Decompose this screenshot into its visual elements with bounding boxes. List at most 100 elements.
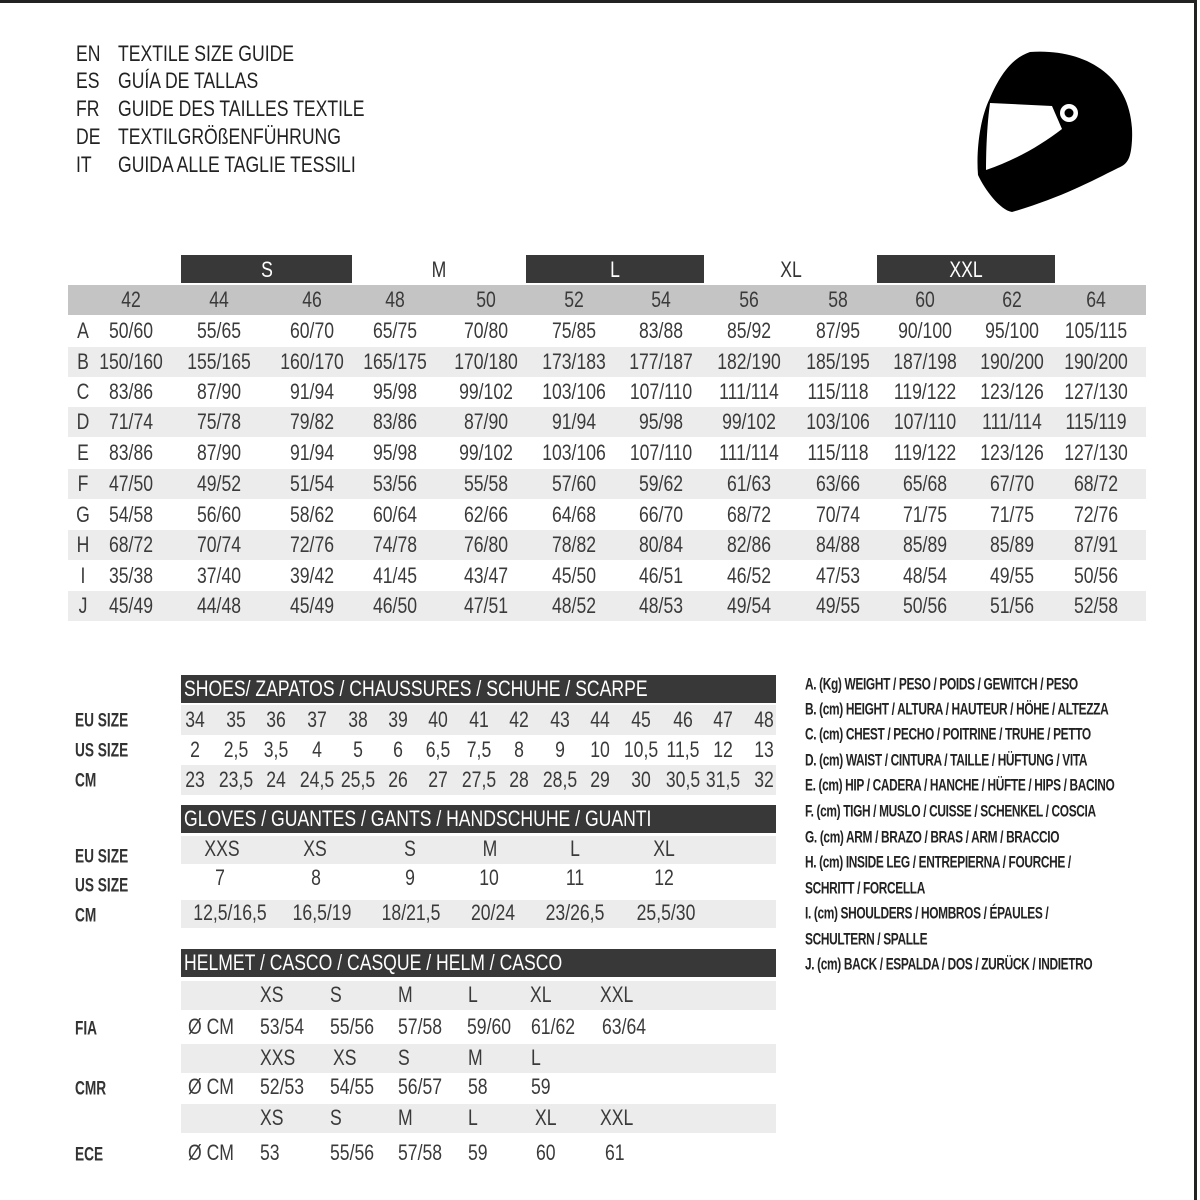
table-cell: 57/60 [551,471,597,496]
table-cell: 170/180 [454,349,518,374]
legend-line: E. (cm) HIP / CADERA / HANCHE / HÜFTE / … [805,775,1115,795]
table-cell: 66/70 [638,502,684,527]
table-cell: 64/68 [551,502,597,527]
table-cell: 68/72 [108,532,154,557]
helmet-size: XL [535,1105,557,1130]
gloves-cell: XL [653,836,675,861]
guide-title: GUIDE DES TAILLES TEXTILE [118,96,365,121]
table-cell: 47/51 [463,593,509,618]
shoes-cell: 45 [631,707,651,732]
shoes-row-label: CM [75,770,97,792]
table-row-band [68,469,1146,499]
guide-title: TEXTILGRÖßENFÜHRUNG [118,124,341,149]
shoes-cell: 4 [312,737,322,762]
shoes-cell: 31,5 [705,767,741,792]
helmet-value: 61 [605,1140,625,1165]
helmet-size: XS [333,1045,357,1070]
table-cell: 91/94 [289,440,335,465]
guide-title: TEXTILE SIZE GUIDE [118,41,295,66]
shoes-cell: 47 [713,707,733,732]
table-cell: 155/165 [187,349,251,374]
gloves-row-band [181,836,776,864]
helmet-size: L [468,982,478,1007]
shoes-row-band [181,705,776,735]
helmet-size: M [398,982,413,1007]
legend-line: I. (cm) SHOULDERS / HOMBROS / ÉPAULES / [805,903,1049,923]
table-row-band [68,407,1146,437]
helmet-value: 53/54 [260,1014,305,1039]
size-group-label: L [610,257,620,282]
table-cell: 105/115 [1064,318,1128,343]
table-cell: 70/74 [815,502,861,527]
table-cell: 47/50 [108,471,154,496]
table-cell: 83/86 [108,379,154,404]
gloves-cell: 18/21,5 [381,900,441,925]
size-number: 46 [302,287,322,312]
table-cell: 72/76 [1073,502,1119,527]
shoes-cell: 7,5 [466,737,492,762]
guide-title: GUÍA DE TALLAS [118,68,259,93]
table-cell: 55/58 [463,471,509,496]
shoes-cell: 24 [266,767,286,792]
gloves-cell: 12,5/16,5 [193,900,267,925]
table-cell: 63/66 [815,471,861,496]
helmet-size: S [330,982,342,1007]
gloves-cell: XS [303,836,327,861]
table-cell: 99/102 [459,440,513,465]
table-cell: 71/75 [989,502,1035,527]
legend-line: H. (cm) INSIDE LEG / ENTREPIERNA / FOURC… [805,852,1071,872]
shoes-cell: 43 [550,707,570,732]
size-group-band [526,255,704,283]
legend-line: SCHRITT / FORCELLA [805,878,925,898]
table-cell: 91/94 [289,379,335,404]
table-cell: 75/85 [551,318,597,343]
table-row-band [68,530,1146,560]
helmet-size: L [468,1105,478,1130]
table-cell: 79/82 [289,409,335,434]
table-cell: 67/70 [989,471,1035,496]
size-group-band [181,255,352,283]
legend-line: F. (cm) TIGH / MUSLO / CUISSE / SCHENKEL… [805,801,1096,821]
table-cell: 182/190 [717,349,781,374]
size-group-label: M [431,257,447,282]
table-cell: 83/88 [638,318,684,343]
table-cell: 56/60 [196,502,242,527]
shoes-cell: 32 [754,767,774,792]
shoes-row-band [181,765,776,795]
table-cell: 95/98 [372,440,418,465]
shoes-cell: 34 [185,707,205,732]
size-group-band [877,255,1055,283]
table-cell: 60/64 [372,502,418,527]
table-cell: 51/56 [989,593,1035,618]
table-cell: 87/90 [196,440,242,465]
size-number: 48 [385,287,405,312]
helmet-size-band [181,981,776,1010]
table-cell: 39/42 [289,563,335,588]
language-code: EN [76,41,101,66]
table-cell: 60/70 [289,318,335,343]
table-cell: 185/195 [806,349,870,374]
row-key: H [76,532,90,557]
helmet-value: 53 [260,1140,280,1165]
helmet-value: 55/56 [330,1140,375,1165]
shoes-cell: 46 [673,707,693,732]
language-code: FR [76,96,100,121]
table-cell: 50/60 [108,318,154,343]
language-code: DE [76,124,101,149]
table-cell: 41/45 [372,563,418,588]
helmet-size: M [398,1105,413,1130]
shoes-cell: 30 [631,767,651,792]
table-cell: 99/102 [459,379,513,404]
table-cell: 62/66 [463,502,509,527]
shoes-cell: 29 [590,767,610,792]
shoes-cell: 13 [754,737,774,762]
table-cell: 160/170 [280,349,344,374]
table-cell: 87/95 [815,318,861,343]
table-cell: 111/114 [719,440,779,465]
gloves-cell: 8 [311,865,321,890]
table-cell: 187/198 [893,349,957,374]
helmet-value: 54/55 [330,1074,375,1099]
table-cell: 83/86 [372,409,418,434]
table-cell: 68/72 [1073,471,1119,496]
table-cell: 65/68 [902,471,948,496]
